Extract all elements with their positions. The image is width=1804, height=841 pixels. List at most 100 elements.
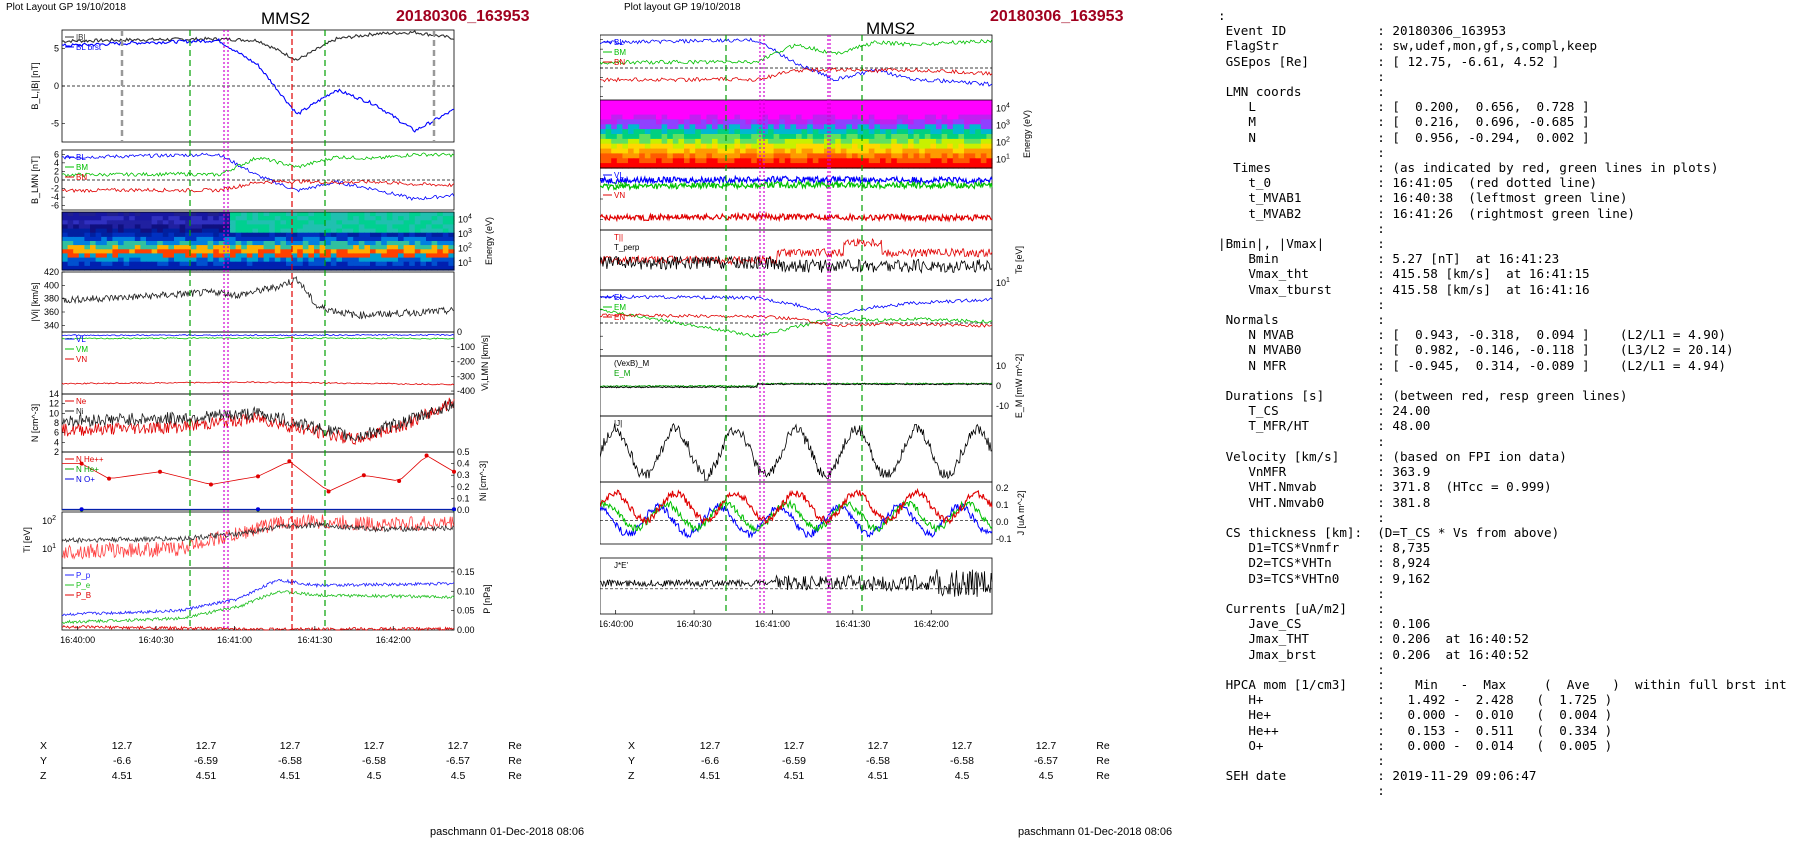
heatmap-cell: [358, 236, 365, 242]
series-line-je-detail: [600, 569, 993, 597]
heatmap-cell: [700, 163, 707, 169]
heatmap-cell: [78, 216, 85, 221]
heatmap-cell: [852, 148, 859, 155]
heatmap-cell: [891, 129, 898, 135]
heatmap-cell: [784, 109, 791, 116]
heatmap-cell: [67, 257, 74, 263]
heatmap-cell: [202, 261, 209, 267]
data-point: [424, 453, 429, 458]
heatmap-cell: [190, 228, 197, 234]
heatmap-cell: [801, 153, 808, 159]
heatmap-cell: [768, 109, 775, 116]
heatmap-cell: [840, 153, 847, 159]
heatmap-cell: [706, 104, 713, 111]
heatmap-cell: [112, 241, 119, 246]
heatmap-cell: [78, 253, 85, 259]
heatmap-cell: [600, 100, 607, 106]
heatmap-cell: [751, 129, 758, 135]
heatmap-cell: [756, 143, 763, 150]
heatmap-cell: [73, 212, 80, 217]
heatmap-cell: [616, 138, 623, 145]
heatmap-cell: [936, 138, 943, 145]
heatmap-cell: [740, 134, 747, 140]
heatmap-cell: [835, 138, 842, 145]
heatmap-cell: [347, 265, 354, 271]
heatmap-cell: [437, 261, 444, 267]
heatmap-cell: [846, 143, 853, 150]
heatmap-cell: [78, 265, 85, 271]
heatmap-cell: [936, 143, 943, 150]
heatmap-cell: [448, 228, 455, 234]
heatmap-cell: [381, 245, 388, 250]
heatmap-cell: [437, 265, 444, 271]
legend-entry: VM: [614, 181, 626, 190]
heatmap-cell: [958, 138, 965, 145]
series-line-bm: [61, 152, 455, 178]
heatmap-cell: [185, 212, 192, 217]
y-axis-label: Energy (eV): [484, 217, 494, 265]
heatmap-cell: [246, 232, 253, 238]
heatmap-cell: [386, 220, 393, 225]
heatmap-cell: [151, 224, 158, 230]
y-tick-exponent: 2: [52, 515, 56, 522]
heatmap-cell: [364, 265, 371, 271]
heatmap-cell: [812, 153, 819, 159]
heatmap-cell: [190, 261, 197, 267]
heatmap-cell: [846, 163, 853, 169]
series-line-bn: [600, 66, 993, 83]
heatmap-cell: [398, 212, 405, 217]
heatmap-cell: [751, 109, 758, 116]
heatmap-cell: [661, 119, 668, 125]
heatmap-cell: [308, 236, 315, 242]
heatmap-cell: [975, 109, 982, 116]
heatmap-cell: [644, 129, 651, 135]
heatmap-cell: [633, 109, 640, 116]
heatmap-cell: [140, 212, 147, 217]
series-line-bl: [61, 152, 455, 201]
heatmap-cell: [728, 153, 735, 159]
heatmap-cell: [600, 153, 607, 159]
heatmap-cell: [358, 232, 365, 238]
heatmap-cell: [835, 100, 842, 106]
heatmap-cell: [902, 163, 909, 169]
heatmap-cell: [62, 236, 69, 242]
heatmap-cell: [174, 257, 181, 263]
panel-left-1: 50-5B_L,|B| [nT]|B|BL brst: [30, 29, 455, 143]
heatmap-cell: [398, 236, 405, 242]
heatmap-cell: [230, 245, 237, 250]
heatmap-cell: [437, 249, 444, 254]
panel-mid-8: 0.20.10.0-0.1J [uA m^-2]: [600, 481, 1026, 545]
heatmap-cell: [667, 153, 674, 159]
heatmap-cell: [140, 228, 147, 234]
heatmap-cell: [409, 261, 416, 267]
y-tick-label: 101: [458, 257, 472, 268]
heatmap-cell: [706, 134, 713, 140]
heatmap-cell: [134, 236, 141, 242]
heatmap-cell: [762, 148, 769, 155]
heatmap-cell: [891, 158, 898, 164]
heatmap-cell: [90, 236, 97, 242]
heatmap-cell: [684, 148, 691, 155]
heatmap-cell: [740, 100, 747, 106]
heatmap-cell: [734, 143, 741, 150]
heatmap-cell: [185, 216, 192, 221]
y-axis-label: Ni [cm^-3]: [478, 461, 488, 501]
heatmap-cell: [908, 124, 915, 130]
heatmap-cell: [840, 129, 847, 135]
heatmap-cell: [700, 114, 707, 121]
heatmap-cell: [863, 134, 870, 140]
heatmap-cell: [291, 253, 298, 259]
heatmap-cell: [846, 138, 853, 145]
heatmap-cell: [840, 109, 847, 116]
legend-entry: BL: [614, 38, 624, 47]
heatmap-cell: [381, 249, 388, 254]
heatmap-cell: [885, 109, 892, 116]
position-value: 4.5: [1038, 769, 1054, 782]
heatmap-cell: [633, 124, 640, 130]
heatmap-cell: [123, 236, 130, 242]
heatmap-cell: [852, 153, 859, 159]
heatmap-cell: [129, 212, 136, 217]
heatmap-cell: [129, 249, 136, 254]
